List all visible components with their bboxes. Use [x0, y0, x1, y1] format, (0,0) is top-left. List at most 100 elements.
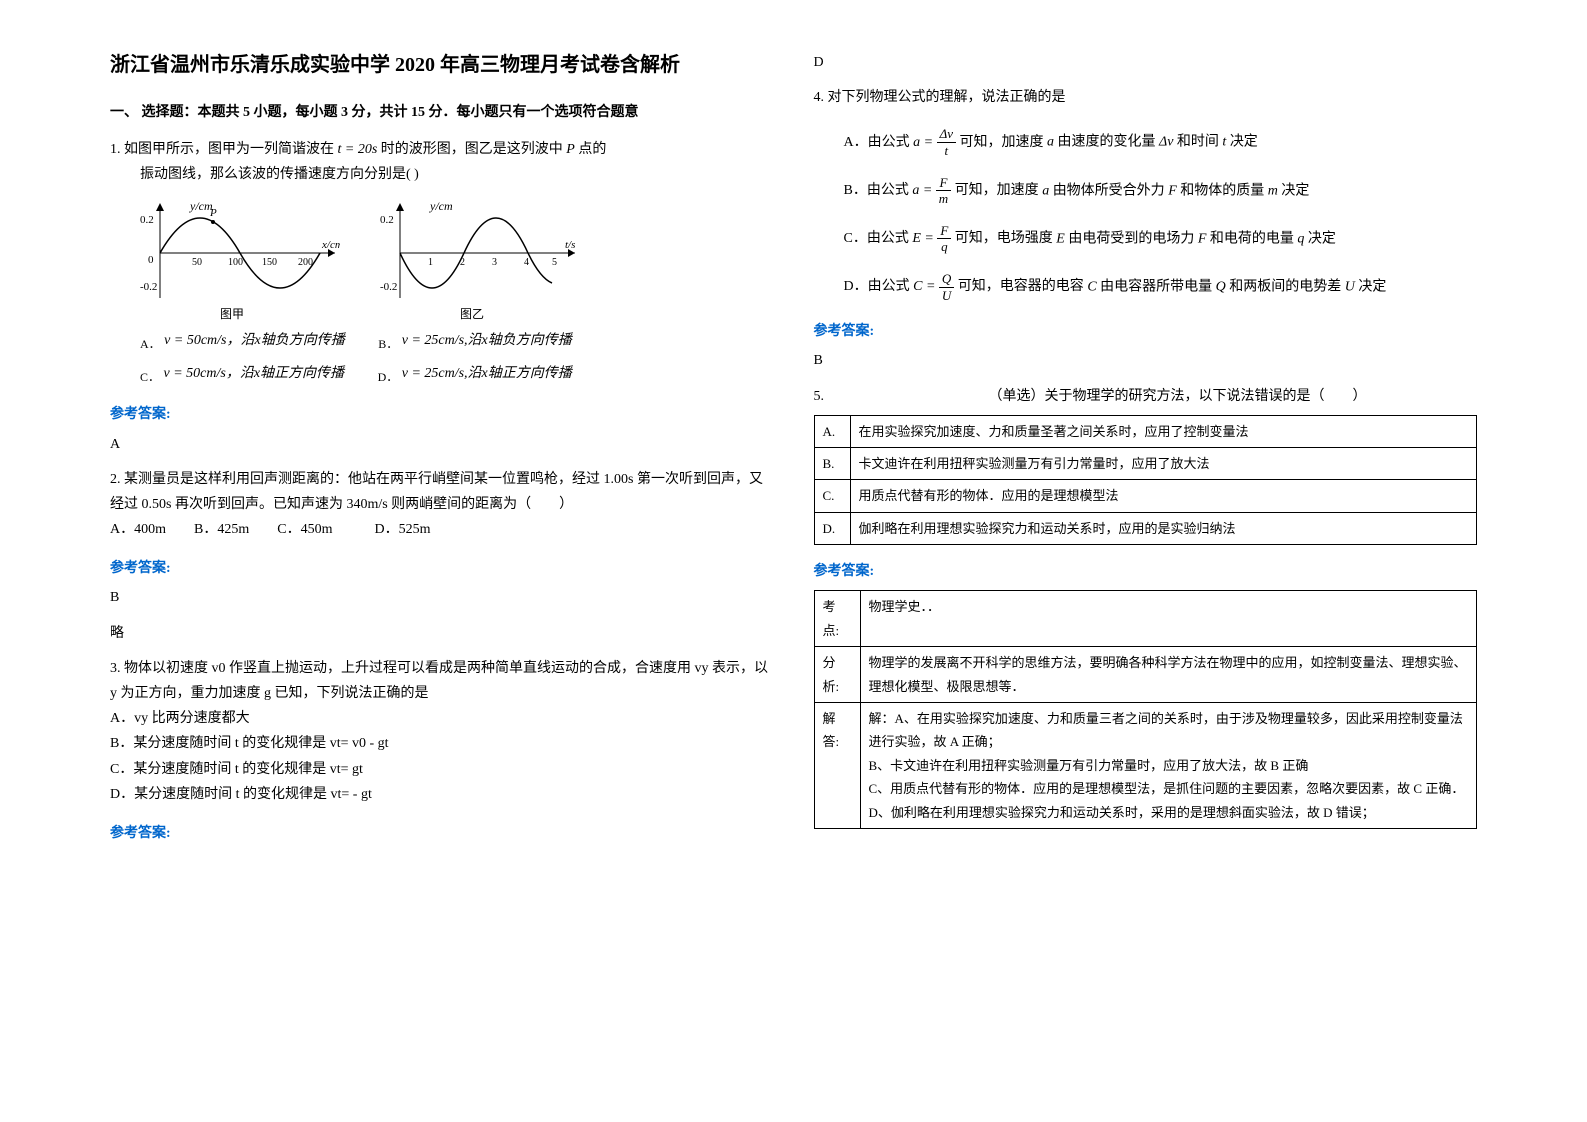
q4d-p2: 由电容器所带电量: [1100, 279, 1212, 294]
wave-graph-2: 0.2 -0.2 1 2 3 4 5 t/s: [380, 198, 580, 308]
q4-option-a: A．由公式 a = Δv t 可知，加速度 a 由速度的变化量 Δv 和时间 t…: [844, 126, 1478, 158]
q5-optC-label: C.: [814, 480, 850, 512]
table-row: B. 卡文迪许在利用扭秤实验测量万有引力常量时，应用了放大法: [814, 448, 1477, 480]
q4a-dv: Δv: [1159, 135, 1173, 150]
q4-answer: B: [814, 348, 1478, 373]
svg-text:1: 1: [428, 257, 433, 268]
q4-answer-label: 参考答案:: [814, 319, 1478, 344]
q4c-pre: C．由公式: [844, 226, 909, 251]
question-2: 2. 某测量员是这样利用回声测距离的：他站在两平行峭壁间某一位置鸣枪，经过 1.…: [110, 467, 774, 543]
q5-optA-text: 在用实验探究加速度、力和质量圣著之间关系时，应用了控制变量法: [850, 415, 1477, 447]
svg-text:0.2: 0.2: [380, 214, 394, 226]
q4d-den: U: [939, 288, 954, 304]
kaodian-text: 物理学史．．: [860, 591, 1477, 647]
figure-yi: y/cm 0.2 -0.2 1 2 3 4 5 t/s 图乙: [380, 198, 580, 318]
q4d-U: U: [1345, 279, 1355, 294]
q4d-p3: 和两板间的电势差: [1229, 279, 1341, 294]
q4c-q: q: [1297, 231, 1304, 246]
q1-optD-text: v = 25cm/s,沿x轴正方向传播: [402, 366, 572, 381]
q4c-p3: 和电荷的电量: [1210, 231, 1294, 246]
table-row: C. 用质点代替有形的物体．应用的是理想模型法: [814, 480, 1477, 512]
fig1-ylabel: y/cm: [190, 196, 213, 218]
q1-optB-pre: B．: [378, 336, 398, 350]
q4b-frac: F m: [936, 175, 951, 207]
q4c-E: E: [1056, 231, 1065, 246]
q4c-p2: 由电荷受到的电场力: [1068, 231, 1194, 246]
q4b-a: a: [1042, 183, 1049, 198]
q1-options-row2: C． v = 50cm/s，沿x轴正方向传播 D． v = 25cm/s,沿x轴…: [140, 361, 774, 388]
fenxi-text: 物理学的发展离不开科学的思维方法，要明确各种科学方法在物理中的应用，如控制变量法…: [860, 647, 1477, 703]
svg-text:5: 5: [552, 257, 557, 268]
q5-optB-label: B.: [814, 448, 850, 480]
q5-optD-text: 伽利略在利用理想实验探究力和运动关系时，应用的是实验归纳法: [850, 512, 1477, 544]
q5-answer-label: 参考答案:: [814, 559, 1478, 584]
q4b-p2: 由物体所受合外力: [1053, 183, 1165, 198]
svg-text:-0.2: -0.2: [380, 281, 397, 293]
jieda-label: 解答:: [814, 703, 860, 829]
q4d-C: C: [1087, 279, 1096, 294]
q1-optA-text: v = 50cm/s，沿x轴负方向传播: [164, 333, 345, 348]
q5-analysis-table: 考点: 物理学史．． 分析: 物理学的发展离不开科学的思维方法，要明确各种科学方…: [814, 590, 1478, 829]
q1-answer-label: 参考答案:: [110, 402, 774, 427]
q2-stem: 2. 某测量员是这样利用回声测距离的：他站在两平行峭壁间某一位置鸣枪，经过 1.…: [110, 467, 774, 517]
table-row: A. 在用实验探究加速度、力和质量圣著之间关系时，应用了控制变量法: [814, 415, 1477, 447]
q1-stem-line2: 振动图线，那么该波的传播速度方向分别是( ): [140, 162, 774, 187]
q3-answer: D: [814, 50, 1478, 75]
table-row: 分析: 物理学的发展离不开科学的思维方法，要明确各种科学方法在物理中的应用，如控…: [814, 647, 1477, 703]
svg-text:100: 100: [228, 257, 243, 268]
jieda-line3: C、用质点代替有形的物体．应用的是理想模型法，是抓住问题的主要因素，忽略次要因素…: [869, 777, 1469, 800]
svg-text:x/cm: x/cm: [321, 239, 340, 251]
q4-option-b: B．由公式 a = F m 可知，加速度 a 由物体所受合外力 F 和物体的质量…: [844, 175, 1478, 207]
q1-options-row1: A． v = 50cm/s，沿x轴负方向传播 B． v = 25cm/s,沿x轴…: [140, 328, 774, 355]
q4a-t: t: [1222, 135, 1226, 150]
q3-answer-label: 参考答案:: [110, 821, 774, 846]
q4b-F: F: [1168, 183, 1177, 198]
q5-optD-label: D.: [814, 512, 850, 544]
q4c-den: q: [937, 239, 951, 255]
q3-option-b: B．某分速度随时间 t 的变化规律是 vt= v0 - gt: [110, 731, 774, 756]
svg-text:-0.2: -0.2: [140, 281, 157, 293]
svg-text:50: 50: [192, 257, 202, 268]
svg-text:0: 0: [148, 254, 154, 266]
svg-text:0.2: 0.2: [140, 214, 154, 226]
q1-time-expr: t = 20s: [338, 142, 378, 157]
question-4: 4. 对下列物理公式的理解，说法正确的是 A．由公式 a = Δv t 可知，加…: [814, 85, 1478, 303]
fenxi-label: 分析:: [814, 647, 860, 703]
q4-stem: 4. 对下列物理公式的理解，说法正确的是: [814, 85, 1478, 110]
q4b-den: m: [936, 191, 951, 207]
q4a-p4: 决定: [1230, 135, 1258, 150]
jieda-line2: B、卡文迪许在利用扭秤实验测量万有引力常量时，应用了放大法，故 B 正确: [869, 754, 1469, 777]
q4d-Q: Q: [1216, 279, 1226, 294]
q4b-m: m: [1268, 183, 1278, 198]
jieda-line1: 解：A、在用实验探究加速度、力和质量三者之间的关系时，由于涉及物理量较多，因此采…: [869, 707, 1469, 754]
q1-optD-pre: D．: [378, 370, 399, 384]
q4a-lhs: a =: [913, 130, 933, 155]
q1-point-p: P: [566, 142, 575, 157]
wave-graph-1: 0.2 0 -0.2 50 100 150 200 x/cm P: [140, 198, 340, 308]
q3-stem: 3. 物体以初速度 v0 作竖直上抛运动，上升过程可以看成是两种简单直线运动的合…: [110, 656, 774, 706]
q5-optC-text: 用质点代替有形的物体．应用的是理想模型法: [850, 480, 1477, 512]
q1-figures: y/cm 0.2 0 -0.2 50 100 150 200 x/cm P: [140, 198, 774, 318]
q1-option-b: B． v = 25cm/s,沿x轴负方向传播: [378, 328, 572, 355]
q4b-pre: B．由公式: [844, 178, 909, 203]
q4c-p4: 决定: [1308, 231, 1336, 246]
q4a-den: t: [937, 143, 956, 159]
fig1-caption: 图甲: [220, 304, 244, 326]
q4a-pre: A．由公式: [844, 130, 910, 155]
q4d-pre: D．由公式: [844, 274, 910, 299]
q4c-frac: F q: [937, 223, 951, 255]
q4a-num: Δv: [937, 126, 956, 143]
q5-optA-label: A.: [814, 415, 850, 447]
q2-note: 略: [110, 621, 774, 646]
fig2-caption: 图乙: [460, 304, 484, 326]
svg-text:4: 4: [524, 257, 529, 268]
q1-stem-3: 点的: [578, 142, 606, 157]
q1-stem-2: 时的波形图，图乙是这列波中: [381, 142, 563, 157]
left-column: 浙江省温州市乐清乐成实验中学 2020 年高三物理月考试卷含解析 一、 选择题：…: [90, 50, 794, 1072]
q4d-lhs: C =: [913, 274, 935, 299]
q5-stem: 5. （单选）关于物理学的研究方法，以下说法错误的是（ ）: [814, 384, 1478, 409]
q4a-p2: 由速度的变化量: [1057, 135, 1155, 150]
q4-option-d: D．由公式 C = Q U 可知，电容器的电容 C 由电容器所带电量 Q 和两板…: [844, 271, 1478, 303]
q4d-p1: 可知，电容器的电容: [958, 274, 1084, 299]
q4a-a: a: [1047, 135, 1054, 150]
